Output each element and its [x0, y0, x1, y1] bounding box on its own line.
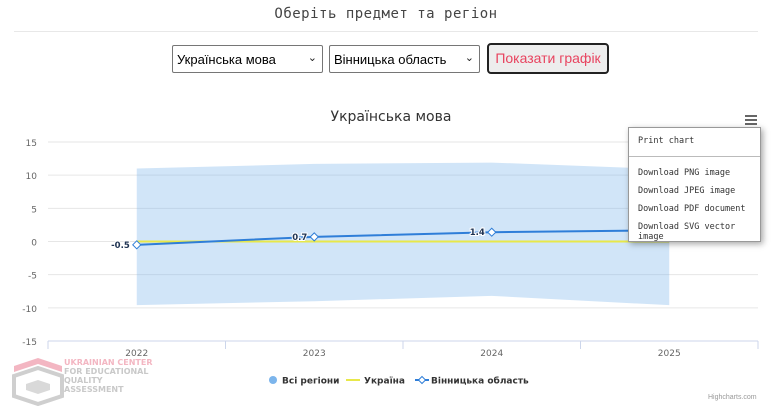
menu-item-png[interactable]: Download PNG image	[638, 168, 731, 178]
menu-separator	[629, 156, 760, 157]
data-point-vinnytsia	[487, 227, 497, 237]
logo-line-1: UKRAINIAN CENTER	[64, 358, 153, 367]
legend-label-all-regions: Всі регіони	[282, 376, 339, 387]
legend-label-vinnytsia: Вінницька область	[431, 376, 529, 387]
y-tick-label: -15	[22, 338, 37, 348]
data-point-vinnytsia	[309, 232, 319, 242]
logo-line-4: ASSESSMENT	[64, 385, 124, 394]
region-select[interactable]: Вінницька область ⌄	[329, 45, 480, 73]
menu-item-pdf[interactable]: Download PDF document	[638, 204, 746, 214]
chevron-down-icon: ⌄	[307, 52, 317, 64]
data-point-vinnytsia	[132, 240, 142, 250]
x-tick-label: 2023	[303, 349, 326, 359]
logo-line-2: FOR EDUCATIONAL	[64, 367, 149, 376]
page-heading: Оберіть предмет та регіон	[274, 6, 498, 22]
logo-line-3: QUALITY	[64, 376, 103, 385]
menu-item-jpeg[interactable]: Download JPEG image	[638, 186, 736, 196]
y-tick-label: 5	[31, 205, 37, 215]
data-label: -0.5	[111, 241, 130, 251]
y-tick-label: 0	[31, 239, 37, 249]
y-tick-label: -5	[28, 272, 37, 282]
legend-label-ukraine: Україна	[364, 377, 405, 387]
legend-symbol-all-regions	[269, 376, 277, 384]
x-tick-label: 2025	[658, 349, 681, 359]
x-tick-label: 2024	[480, 349, 503, 359]
series-line-vinnytsia	[136, 229, 670, 246]
ucequa-logo-icon	[12, 358, 64, 406]
menu-item-svg[interactable]: Download SVG vector image	[638, 222, 736, 242]
y-tick-label: -10	[22, 305, 37, 315]
data-label: 1.4	[470, 228, 485, 238]
data-label: 0.7	[292, 233, 307, 243]
menu-item-print[interactable]: Print chart	[638, 136, 695, 146]
y-tick-label: 15	[26, 139, 37, 149]
highcharts-credits[interactable]: Highcharts.com	[708, 394, 757, 401]
logo-text: UKRAINIAN CENTER FOR EDUCATIONAL QUALITY…	[64, 358, 152, 394]
chart-title: Українська мова	[331, 109, 452, 125]
legend-marker-vinnytsia	[417, 375, 427, 385]
subject-select[interactable]: Українська мова ⌄	[172, 45, 323, 73]
show-chart-button[interactable]: Показати графік	[487, 43, 609, 74]
hamburger-menu-icon	[745, 115, 757, 125]
export-menu: Print chart Download PNG image Download …	[628, 127, 761, 242]
divider	[14, 31, 758, 32]
chevron-down-icon: ⌄	[464, 52, 474, 64]
subject-select-value: Українська мова	[177, 52, 276, 67]
y-tick-label: 10	[26, 172, 38, 182]
x-tick-label: 2022	[125, 349, 148, 359]
region-select-value: Вінницька область	[334, 52, 447, 67]
